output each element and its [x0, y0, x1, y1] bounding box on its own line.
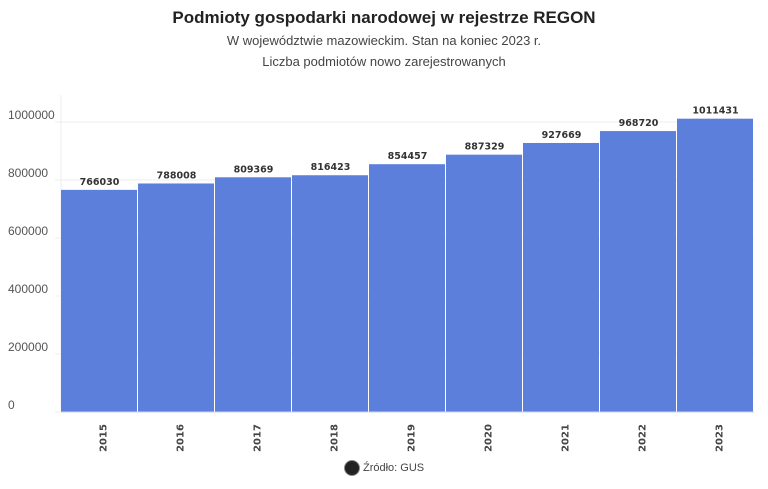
y-tick-label: 600000 [8, 224, 48, 238]
bar [61, 189, 137, 412]
x-tick-label: 2022 [638, 424, 649, 452]
y-tick-label: 200000 [8, 340, 48, 354]
data-label: 854457 [388, 151, 428, 162]
y-tick-label: 0 [8, 398, 15, 412]
y-tick-label: 1000000 [8, 108, 55, 122]
bar [215, 177, 291, 412]
bar [292, 175, 368, 412]
data-label: 766030 [80, 177, 120, 188]
bar [523, 142, 599, 412]
data-label: 887329 [465, 142, 505, 153]
x-tick-label: 2021 [561, 424, 572, 452]
bar [138, 183, 214, 412]
bar [446, 154, 522, 412]
x-tick-label: 2018 [330, 424, 341, 452]
source-text: Źródło: GUS [363, 462, 425, 474]
publisher-logo-icon [344, 460, 360, 476]
chart-title: Podmioty gospodarki narodowej w rejestrz… [172, 8, 596, 27]
x-tick-label: 2016 [176, 424, 187, 452]
source-note: Źródło: GUS [344, 460, 424, 476]
data-label: 809369 [234, 164, 274, 175]
y-tick-label: 800000 [8, 166, 48, 180]
data-label: 968720 [619, 118, 659, 129]
data-label: 816423 [311, 162, 351, 173]
data-label: 1011431 [692, 106, 738, 117]
bar [600, 131, 676, 412]
x-tick-label: 2020 [484, 424, 495, 452]
chart-subtitle-2: Liczba podmiotów nowo zarejestrowanych [262, 54, 506, 69]
data-label: 788008 [157, 170, 197, 181]
x-tick-label: 2015 [99, 424, 110, 452]
x-tick-label: 2019 [407, 424, 418, 452]
y-tick-label: 400000 [8, 282, 48, 296]
bar [369, 164, 445, 412]
chart-subtitle: W województwie mazowieckim. Stan na koni… [226, 33, 542, 48]
x-tick-label: 2017 [253, 424, 264, 452]
bar [677, 118, 753, 413]
data-label: 927669 [542, 130, 582, 141]
x-tick-label: 2023 [715, 424, 726, 452]
